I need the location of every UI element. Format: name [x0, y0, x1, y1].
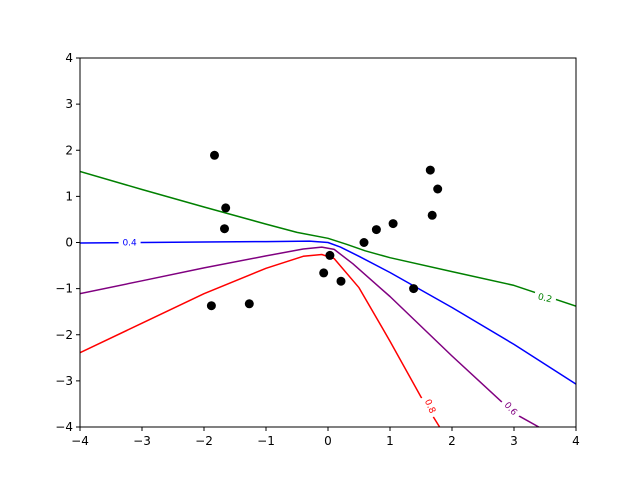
x-tick-label: −2 [195, 434, 213, 448]
scatter-point [319, 268, 329, 278]
scatter-point [433, 184, 443, 194]
contour-line-0-4 [80, 240, 576, 385]
scatter-point [427, 210, 437, 220]
scatter-point [371, 225, 381, 235]
scatter-point [425, 165, 435, 175]
y-tick-label: 1 [65, 189, 73, 203]
y-tick-label: −1 [55, 282, 73, 296]
x-tick-label: −1 [257, 434, 275, 448]
scatter-points [206, 150, 443, 311]
contour-label: 0.4 [122, 239, 137, 249]
scatter-point [388, 219, 398, 229]
contour-label-group: 0.4 [118, 236, 141, 249]
contour-label: 0.2 [537, 292, 553, 305]
scatter-point [325, 250, 335, 260]
contour-label-group: 0.8 [420, 393, 441, 419]
x-tick-label: 0 [324, 434, 332, 448]
x-axis: −4 −3 −2 −1 0 1 2 3 4 [71, 427, 580, 448]
y-tick-label: 2 [65, 143, 73, 157]
y-tick-label: −2 [55, 328, 73, 342]
contour-lines [80, 170, 576, 427]
x-tick-label: −3 [133, 434, 151, 448]
contour-label-group: 0.6 [499, 396, 523, 421]
y-tick-label: 4 [65, 51, 73, 65]
scatter-point [221, 203, 231, 213]
scatter-point [210, 150, 219, 160]
x-tick-label: 2 [448, 434, 456, 448]
scatter-point [220, 224, 229, 234]
contour-line-0-2 [80, 170, 576, 307]
contour-line-0-6 [80, 246, 540, 427]
y-axis: −4 −3 −2 −1 0 1 2 3 4 [55, 51, 80, 434]
scatter-point [336, 276, 346, 286]
scatter-point [359, 238, 369, 247]
y-tick-label: 0 [65, 236, 73, 250]
contour-label-group: 0.2 [532, 289, 558, 307]
x-tick-label: 3 [510, 434, 518, 448]
x-tick-label: 1 [386, 434, 394, 448]
y-tick-label: −3 [55, 374, 73, 388]
y-tick-label: −4 [55, 420, 73, 434]
scatter-point [206, 301, 216, 311]
scatter-point [244, 299, 254, 309]
y-tick-label: 3 [65, 97, 73, 111]
x-tick-label: 4 [572, 434, 580, 448]
scatter-point [409, 284, 419, 294]
x-tick-label: −4 [71, 434, 89, 448]
contour-line-0-8 [80, 253, 441, 427]
